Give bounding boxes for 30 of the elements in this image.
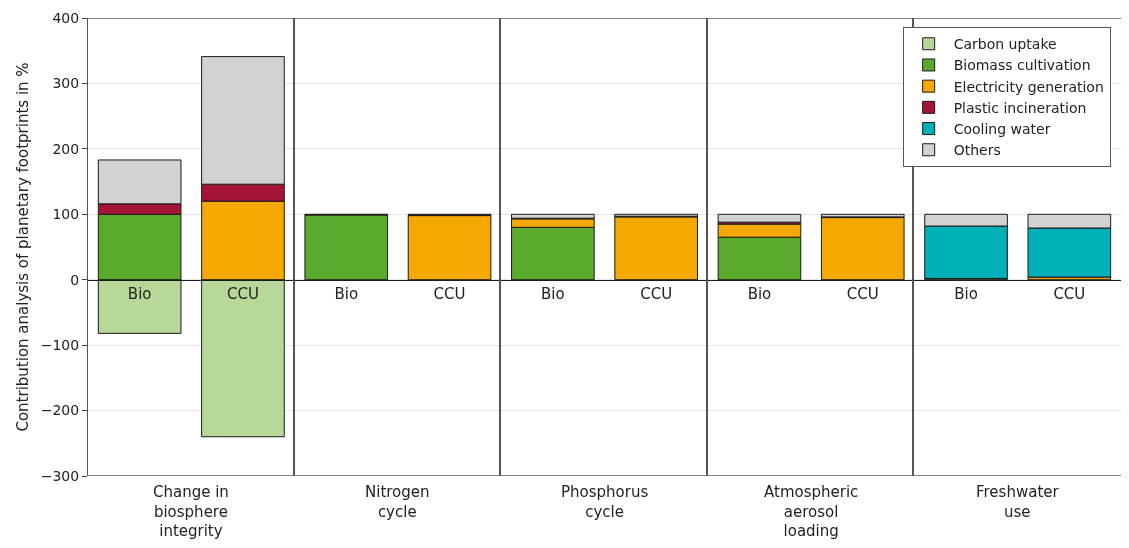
x-axis-title: Change in biosphere integrity [153,483,229,540]
x-axis-title: Atmospheric aerosol loading [764,483,859,540]
x-axis-title: Phosphorus cycle [561,483,649,521]
x-axis-title: Freshwater use [976,483,1060,521]
x-tick-label: Bio [541,284,565,303]
x-tick-label: Bio [127,284,152,303]
legend-label: Carbon uptake [953,36,1057,53]
legend-label: Plastic incineration [953,99,1087,116]
y-tick-label: 400 [52,9,80,26]
y-tick-label: −100 [40,337,80,354]
y-tick-label: 0 [70,271,80,288]
x-tick-label: CCU [846,284,879,303]
x-tick-label: Bio [334,284,359,303]
legend-label: Biomass cultivation [953,57,1091,74]
x-tick-label: Bio [747,284,772,303]
legend-label: Others [953,142,1001,159]
legend-label: Cooling water [953,121,1051,138]
y-axis-title: Contribution analysis of planetary footprints in % [14,62,32,432]
y-tick-label: 200 [52,140,80,157]
x-tick-label: Bio [954,284,978,303]
x-tick-label: CCU [1053,284,1086,303]
x-tick-label: CCU [433,284,466,303]
y-tick-label: 300 [52,75,80,92]
y-tick-label: −300 [40,467,80,484]
y-tick-label: 100 [52,206,80,223]
y-tick-label: −200 [40,402,80,419]
x-tick-label: CCU [226,284,259,303]
legend-label: Electricity generation [953,78,1104,95]
x-tick-label: CCU [640,284,673,303]
x-axis-title: Nitrogen cycle [365,483,430,521]
